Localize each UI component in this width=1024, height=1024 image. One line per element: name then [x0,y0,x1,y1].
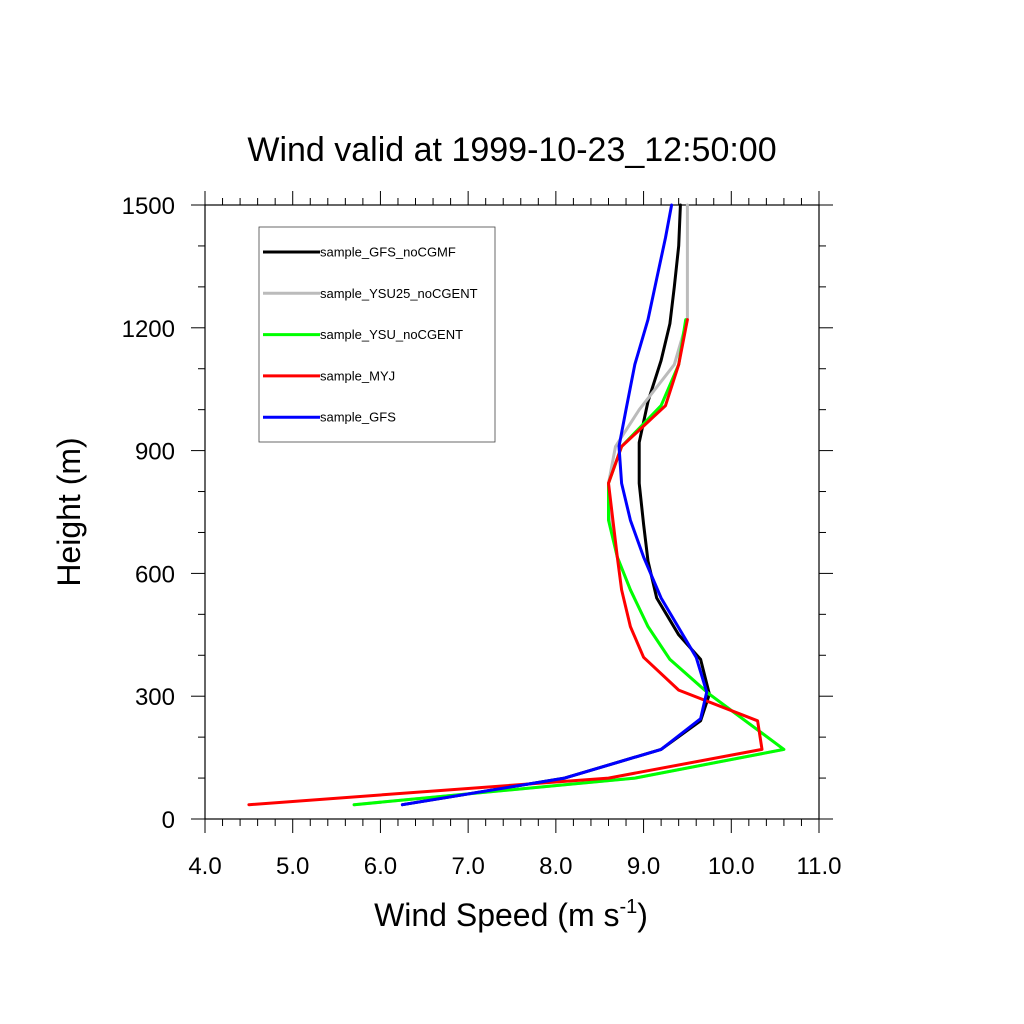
x-axis-label: Wind Speed (m s-1) [374,896,648,933]
y-tick-label: 1200 [122,316,175,343]
x-tick-label: 11.0 [797,853,842,880]
x-tick-label: 8.0 [539,853,572,880]
x-tick-labels: 4.0 5.0 6.0 7.0 8.0 9.0 10.0 11.0 [188,853,841,880]
series-line-sample_GFS [400,203,709,807]
x-axis-label-superscript: -1 [619,896,637,918]
legend-label: sample_GFS_noCGMF [320,245,456,260]
legend: sample_GFS_noCGMF sample_YSU25_noCGENTsam… [258,226,496,443]
plot-frame [204,204,820,820]
legend-label: sample_YSU_noCGENT [320,327,463,342]
legend-label: sample_YSU25_noCGENT [320,286,478,301]
x-tick-label: 7.0 [451,853,484,880]
x-tick-label: 5.0 [276,853,309,880]
x-axis-label-suffix: ) [637,897,648,933]
legend-label: sample_GFS [320,410,396,425]
series-line-sample_MYJ [247,318,764,807]
x-tick-label: 9.0 [627,853,660,880]
x-tick-label: 4.0 [188,853,221,880]
x-axis-label-main: Wind Speed (m s [374,897,619,933]
y-axis-label: Height (m) [51,437,87,586]
y-tick-label: 600 [135,561,175,588]
series-lines [247,203,786,807]
axis-ticks [191,191,833,833]
x-tick-label: 6.0 [364,853,397,880]
plot-border [204,204,820,820]
y-tick-label: 1500 [122,193,175,220]
y-tick-labels: 0 300 600 900 1200 1500 [122,193,175,834]
series-line-sample_YSU_noCGENT [352,318,786,807]
y-tick-label: 0 [162,807,175,834]
chart-title: Wind valid at 1999-10-23_12:50:00 [247,131,776,169]
y-tick-label: 900 [135,439,175,466]
y-tick-label: 300 [135,684,175,711]
legend-label: sample_MYJ [320,368,395,383]
x-tick-label: 10.0 [708,853,755,880]
